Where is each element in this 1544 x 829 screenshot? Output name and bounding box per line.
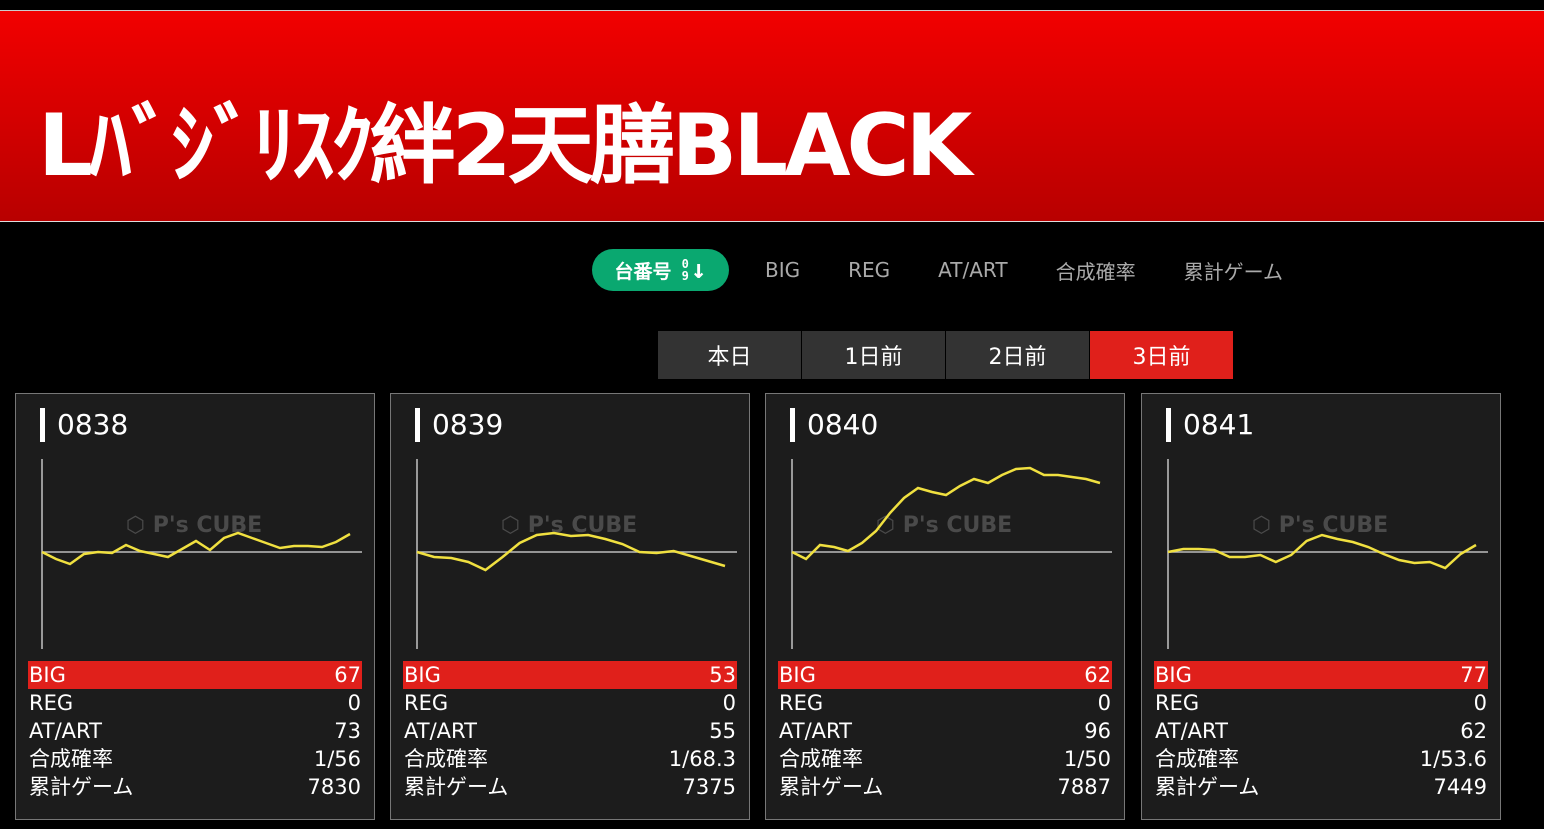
machine-card[interactable]: 0840 ⬡ P's CUBE BIG 62 REG 0 AT/ART 96 合成確率 1/5… [765,393,1125,820]
stat-reg: REG 0 [28,689,362,717]
stat-label: AT/ART [1155,719,1228,743]
stat-label: BIG [1155,663,1192,687]
watermark-logo: ⬡ P's CUBE [876,513,1012,538]
stat-at-art: AT/ART 55 [403,717,737,745]
stat-label: AT/ART [779,719,852,743]
stat-value: 7830 [307,775,361,799]
stats-table: BIG 62 REG 0 AT/ART 96 合成確率 1/50 累計ゲーム 7887 [778,661,1112,801]
stat-label: 累計ゲーム [1155,775,1260,799]
stat-label: 合成確率 [779,747,863,771]
stat-at-art: AT/ART 96 [778,717,1112,745]
stat-total-games: 累計ゲーム 7375 [403,773,737,801]
stat-label: BIG [29,663,66,687]
stat-label: BIG [404,663,441,687]
stat-big: BIG 77 [1154,661,1488,689]
page-title: Lﾊﾞｼﾞﾘｽｸ絆2天膳BLACK [38,96,972,196]
stat-value: 1/50 [1063,747,1111,771]
stat-value: 0 [722,691,736,715]
stat-total-games: 累計ゲーム 7830 [28,773,362,801]
stat-value: 62 [1084,663,1111,687]
graph-series-line [41,531,351,566]
stat-value: 7887 [1057,775,1111,799]
sort-by-number-button[interactable]: 台番号 0 9 ↓ [592,249,729,291]
stat-value: 1/68.3 [668,747,736,771]
tab-today[interactable]: 本日 [658,331,801,379]
sort-big[interactable]: BIG [765,258,801,282]
watermark-logo: ⬡ P's CUBE [1252,513,1388,538]
machine-number: 0838 [40,408,128,442]
stat-value: 7449 [1433,775,1487,799]
sort-label: 台番号 [614,260,672,283]
stat-label: 合成確率 [1155,747,1239,771]
sort-probability[interactable]: 合成確率 [1055,259,1136,284]
stat-at-art: AT/ART 73 [28,717,362,745]
stat-value: 0 [347,691,361,715]
stat-reg: REG 0 [778,689,1112,717]
stat-label: 合成確率 [29,747,113,771]
stats-table: BIG 77 REG 0 AT/ART 62 合成確率 1/53.6 累計ゲーム 7449 [1154,661,1488,801]
stat-big: BIG 67 [28,661,362,689]
tab-1-day-ago[interactable]: 1日前 [802,331,945,379]
tab-3-days-ago[interactable]: 3日前 [1090,331,1233,379]
stat-label: 合成確率 [404,747,488,771]
stat-big: BIG 53 [403,661,737,689]
stat-label: 累計ゲーム [404,775,509,799]
stat-value: 0 [1097,691,1111,715]
machine-number: 0839 [415,408,503,442]
stat-value: 53 [709,663,736,687]
stat-value: 1/56 [313,747,361,771]
stat-value: 67 [334,663,361,687]
stat-big: BIG 62 [778,661,1112,689]
machine-number: 0840 [790,408,878,442]
stat-value: 55 [709,719,736,743]
stat-value: 7375 [682,775,736,799]
stat-label: REG [1155,691,1200,715]
stat-value: 96 [1084,719,1111,743]
graph-series-line [791,466,1101,561]
stat-label: BIG [779,663,816,687]
stat-probability: 合成確率 1/56 [28,745,362,773]
stat-value: 62 [1460,719,1487,743]
stat-probability: 合成確率 1/50 [778,745,1112,773]
stat-total-games: 累計ゲーム 7887 [778,773,1112,801]
stat-label: AT/ART [404,719,477,743]
machine-number: 0841 [1166,408,1254,442]
stat-reg: REG 0 [403,689,737,717]
stat-probability: 合成確率 1/53.6 [1154,745,1488,773]
stat-label: REG [404,691,449,715]
stats-table: BIG 67 REG 0 AT/ART 73 合成確率 1/56 累計ゲーム 7830 [28,661,362,801]
watermark-logo: ⬡ P's CUBE [501,513,637,538]
stat-at-art: AT/ART 62 [1154,717,1488,745]
sort-total-games[interactable]: 累計ゲーム [1183,259,1283,284]
stat-probability: 合成確率 1/68.3 [403,745,737,773]
sort-reg[interactable]: REG [848,258,891,282]
stat-label: REG [779,691,824,715]
tab-2-days-ago[interactable]: 2日前 [946,331,1089,379]
sort-0-9-down-icon: 0 9 ↓ [681,255,707,285]
slump-graph: ⬡ P's CUBE [791,459,1112,649]
stat-label: AT/ART [29,719,102,743]
graph-series-line [1167,533,1477,570]
machine-card[interactable]: 0839 ⬡ P's CUBE BIG 53 REG 0 AT/ART 55 合成確率 1/6… [390,393,750,820]
stat-value: 77 [1460,663,1487,687]
stats-table: BIG 53 REG 0 AT/ART 55 合成確率 1/68.3 累計ゲーム 7375 [403,661,737,801]
graph-series-line [416,531,726,572]
stat-label: 累計ゲーム [29,775,134,799]
stat-label: 累計ゲーム [779,775,884,799]
sort-bar: 台番号 0 9 ↓ BIG REG AT/ART 合成確率 累計ゲーム [592,249,1295,291]
sort-at-art[interactable]: AT/ART [938,258,1008,282]
day-tabs: 本日 1日前 2日前 3日前 [658,331,1234,379]
stat-value: 0 [1473,691,1487,715]
machine-card[interactable]: 0841 ⬡ P's CUBE BIG 77 REG 0 AT/ART 62 合成確率 1/5… [1141,393,1501,820]
header: Lﾊﾞｼﾞﾘｽｸ絆2天膳BLACK [0,10,1544,222]
stat-value: 1/53.6 [1419,747,1487,771]
stat-reg: REG 0 [1154,689,1488,717]
slump-graph: ⬡ P's CUBE [1167,459,1488,649]
stat-value: 73 [334,719,361,743]
stat-total-games: 累計ゲーム 7449 [1154,773,1488,801]
machine-card[interactable]: 0838 ⬡ P's CUBE BIG 67 REG 0 AT/ART 73 合成確率 1/5… [15,393,375,820]
slump-graph: ⬡ P's CUBE [416,459,737,649]
slump-graph: ⬡ P's CUBE [41,459,362,649]
stat-label: REG [29,691,74,715]
